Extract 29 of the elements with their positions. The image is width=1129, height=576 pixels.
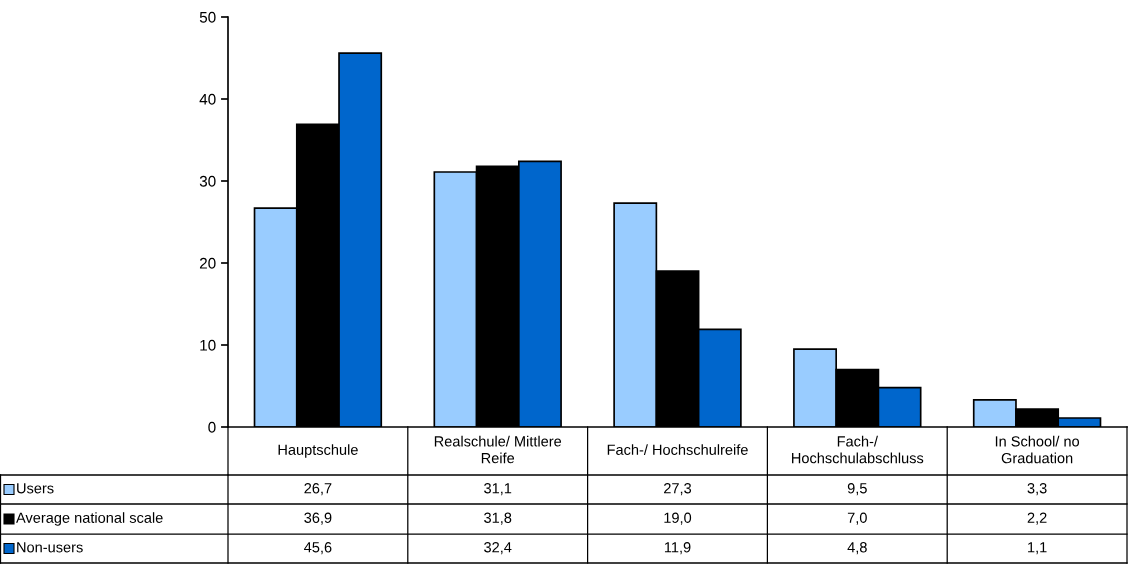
y-tick-label: 20	[199, 257, 216, 269]
legend-label: Non-users	[17, 542, 83, 553]
data-label: 11,9	[664, 542, 691, 555]
x-tick-label: In School/ no Graduation	[995, 435, 1080, 464]
y-tick-label: 40	[199, 93, 216, 105]
data-label: 2,2	[1027, 512, 1047, 525]
data-label: 45,6	[304, 542, 332, 555]
data-label: 31,1	[484, 483, 512, 496]
data-label: 36,9	[304, 512, 332, 525]
data-label: 1,1	[1028, 542, 1047, 555]
legend-label: Users	[17, 483, 54, 494]
legend-label: Average national scale	[16, 512, 163, 526]
x-tick-label: Realschule/ Mittlere Reife	[434, 435, 562, 464]
x-tick-label: Hauptschule	[278, 444, 358, 458]
x-tick-label: Fach-/ Hochschulreife	[607, 444, 748, 455]
y-tick-label: 50	[199, 11, 216, 23]
y-tick-label: 0	[208, 421, 216, 433]
x-tick-label: Fach-/ Hochschulabschluss	[792, 435, 924, 464]
y-tick-label: 30	[199, 175, 216, 187]
data-label: 31,8	[484, 512, 512, 525]
data-label: 19,0	[664, 512, 692, 525]
data-label: 9,5	[847, 483, 867, 496]
data-label: 3,3	[1027, 483, 1047, 496]
data-label: 7,0	[847, 512, 867, 525]
data-label: 4,8	[847, 542, 867, 555]
data-label: 32,4	[484, 542, 512, 555]
y-tick-label: 10	[200, 339, 216, 351]
data-label: 26,7	[304, 483, 332, 496]
data-label: 27,3	[664, 483, 692, 496]
